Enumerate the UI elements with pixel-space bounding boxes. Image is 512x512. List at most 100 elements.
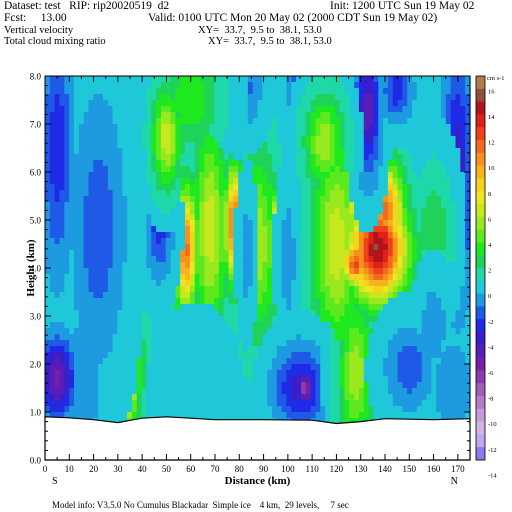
- heatmap-cell: [228, 112, 234, 119]
- heatmap-cell: [407, 262, 413, 269]
- heatmap-cell: [49, 352, 56, 359]
- heatmap-cells: [45, 76, 471, 461]
- heatmap-cell: [344, 136, 350, 143]
- heatmap-cell: [310, 310, 317, 317]
- heatmap-cell: [146, 250, 152, 257]
- heatmap-cell: [354, 154, 360, 161]
- heatmap-cell: [416, 172, 423, 179]
- heatmap-cell: [88, 130, 94, 137]
- heatmap-cell: [363, 340, 370, 347]
- heatmap-cell: [349, 322, 355, 329]
- heatmap-cell: [73, 226, 80, 233]
- heatmap-cell: [64, 250, 70, 257]
- heatmap-cell: [160, 250, 167, 257]
- heatmap-cell: [329, 292, 336, 299]
- heatmap-cell: [271, 334, 278, 341]
- heatmap-cell: [64, 280, 70, 287]
- heatmap-cell: [281, 346, 288, 353]
- heatmap-cell: [291, 400, 297, 407]
- heatmap-cell: [194, 364, 201, 371]
- heatmap-cell: [368, 172, 375, 179]
- heatmap-cell: [214, 412, 220, 419]
- heatmap-cell: [160, 310, 167, 317]
- heatmap-cell: [64, 214, 70, 221]
- heatmap-cell: [305, 100, 312, 107]
- heatmap-cell: [416, 406, 423, 413]
- heatmap-cell: [83, 322, 90, 329]
- heatmap-cell: [98, 328, 104, 335]
- heatmap-cell: [339, 184, 346, 191]
- heatmap-cell: [296, 292, 302, 299]
- heatmap-cell: [252, 382, 259, 389]
- heatmap-cell: [69, 310, 75, 317]
- heatmap-cell: [354, 136, 360, 143]
- heatmap-cell: [296, 370, 302, 377]
- heatmap-cell: [416, 82, 423, 89]
- heatmap-cell: [204, 148, 210, 155]
- heatmap-cell: [378, 178, 384, 185]
- heatmap-cell: [228, 220, 234, 227]
- heatmap-cell: [170, 232, 176, 239]
- heatmap-cell: [170, 76, 176, 83]
- heatmap-cell: [228, 322, 234, 329]
- heatmap-cell: [218, 172, 225, 179]
- heatmap-cell: [223, 250, 230, 257]
- heatmap-cell: [354, 268, 360, 275]
- heatmap-cell: [194, 202, 201, 209]
- heatmap-cell: [349, 244, 355, 251]
- heatmap-cell: [73, 214, 80, 221]
- heatmap-cell: [228, 178, 234, 185]
- heatmap-cell: [373, 184, 379, 191]
- heatmap-cell: [223, 268, 230, 275]
- heatmap-cell: [98, 112, 104, 119]
- heatmap-cell: [117, 196, 123, 203]
- heatmap-cell: [291, 94, 297, 101]
- heatmap-cell: [83, 82, 90, 89]
- heatmap-cell: [156, 82, 162, 89]
- heatmap-cell: [397, 136, 403, 143]
- heatmap-cell: [392, 280, 399, 287]
- heatmap-cell: [49, 112, 56, 119]
- heatmap-cell: [334, 106, 341, 113]
- heatmap-cell: [363, 274, 370, 281]
- heatmap-cell: [271, 298, 278, 305]
- heatmap-cell: [320, 310, 326, 317]
- heatmap-cell: [199, 112, 205, 119]
- heatmap-cell: [252, 82, 259, 89]
- heatmap-cell: [354, 298, 360, 305]
- heatmap-cell: [102, 292, 109, 299]
- heatmap-cell: [267, 316, 273, 323]
- heatmap-cell: [141, 412, 148, 419]
- heatmap-cell: [334, 226, 341, 233]
- heatmap-cell: [209, 292, 215, 299]
- heatmap-cell: [194, 226, 201, 233]
- heatmap-cell: [146, 268, 152, 275]
- heatmap-cell: [286, 100, 292, 107]
- heatmap-cell: [223, 226, 230, 233]
- heatmap-cell: [136, 118, 143, 125]
- heatmap-cell: [368, 376, 375, 383]
- heatmap-cell: [358, 226, 365, 233]
- heatmap-cell: [93, 250, 99, 257]
- heatmap-cell: [54, 340, 61, 347]
- heatmap-cell: [315, 280, 321, 287]
- heatmap-cell: [368, 226, 375, 233]
- heatmap-cell: [88, 322, 94, 329]
- heatmap-cell: [170, 100, 176, 107]
- heatmap-cell: [267, 268, 273, 275]
- heatmap-cell: [252, 370, 259, 377]
- heatmap-cell: [73, 304, 80, 311]
- heatmap-cell: [325, 82, 331, 89]
- heatmap-cell: [204, 376, 210, 383]
- heatmap-cell: [243, 334, 249, 341]
- heatmap-cell: [194, 370, 201, 377]
- heatmap-cell: [131, 364, 138, 371]
- heatmap-cell: [238, 364, 244, 371]
- heatmap-cell: [300, 406, 307, 413]
- heatmap-cell: [175, 274, 181, 281]
- heatmap-cell: [127, 202, 133, 209]
- heatmap-cell: [136, 112, 143, 119]
- heatmap-cell: [262, 124, 268, 131]
- heatmap-cell: [156, 274, 162, 281]
- heatmap-cell: [54, 388, 61, 395]
